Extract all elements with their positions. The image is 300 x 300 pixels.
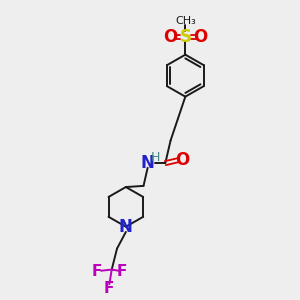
Text: CH₃: CH₃ xyxy=(175,16,196,26)
Text: N: N xyxy=(141,154,154,172)
Text: N: N xyxy=(119,218,133,236)
Text: F: F xyxy=(103,281,114,296)
Text: O: O xyxy=(194,28,208,46)
Text: H: H xyxy=(151,152,160,164)
Text: F: F xyxy=(117,264,127,279)
Text: O: O xyxy=(175,151,190,169)
Text: S: S xyxy=(179,28,191,46)
Text: F: F xyxy=(91,264,102,279)
Text: O: O xyxy=(163,28,177,46)
